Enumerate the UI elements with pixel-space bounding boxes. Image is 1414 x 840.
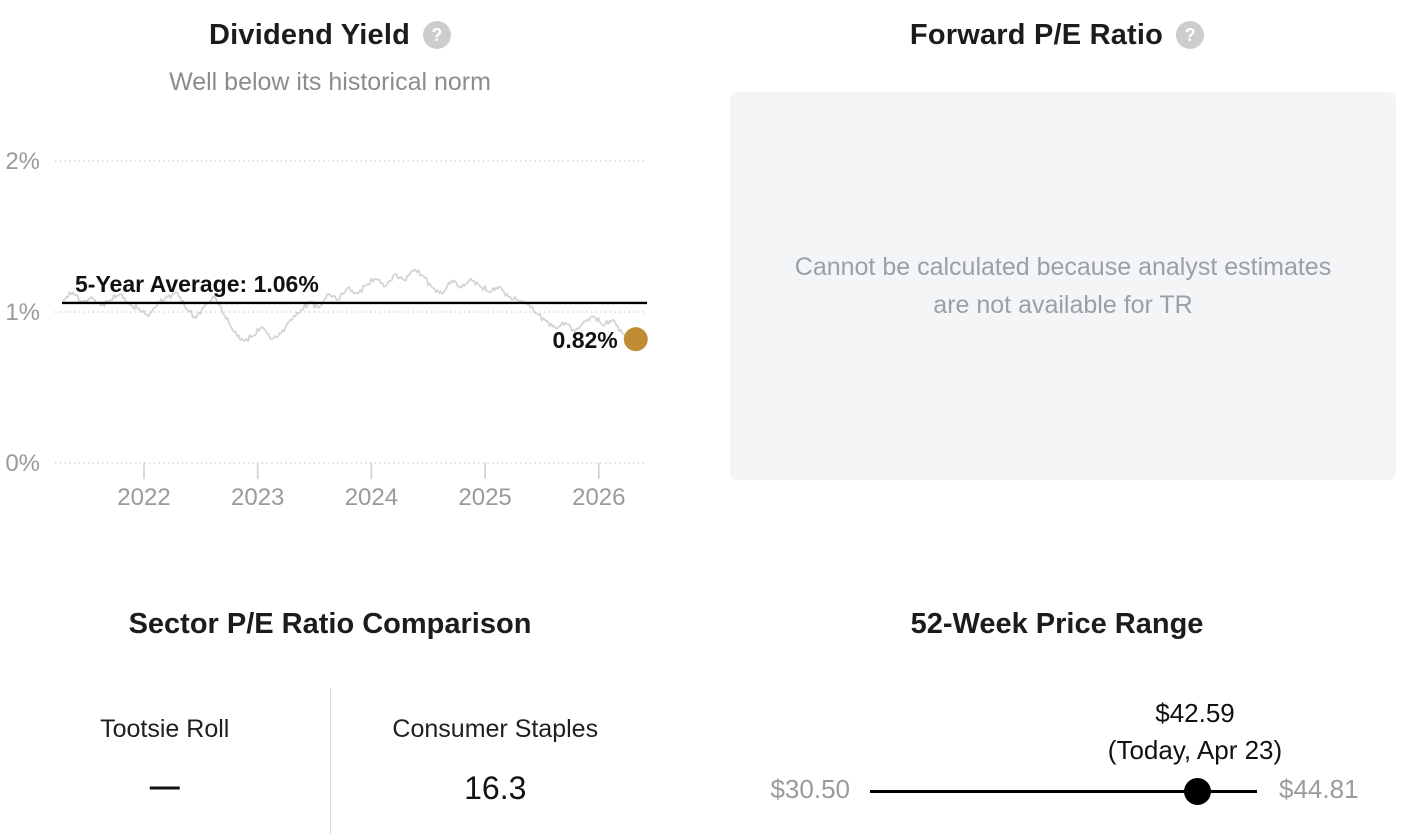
current-date: (Today, Apr 23) — [1107, 735, 1283, 765]
help-icon[interactable]: ? — [423, 21, 451, 49]
svg-text:2023: 2023 — [231, 484, 284, 511]
svg-text:2026: 2026 — [572, 484, 625, 511]
svg-text:5-Year Average: 1.06%: 5-Year Average: 1.06% — [75, 271, 319, 297]
dividend-yield-panel: Dividend Yield ? Well below its historic… — [0, 0, 660, 580]
forward-pe-header: Forward P/E Ratio ? — [700, 16, 1414, 54]
svg-text:2025: 2025 — [458, 484, 511, 511]
svg-text:2%: 2% — [5, 148, 40, 175]
price-high-label: $44.81 — [1279, 774, 1359, 804]
dividend-yield-subtitle: Well below its historical norm — [169, 68, 491, 96]
forward-pe-panel: Forward P/E Ratio ? Cannot be calculated… — [700, 0, 1414, 580]
sector-pe-company-cell: Tootsie Roll — — [0, 688, 330, 834]
svg-text:1%: 1% — [5, 299, 40, 326]
dividend-yield-header: Dividend Yield ? — [0, 16, 660, 54]
svg-text:0.82%: 0.82% — [553, 327, 618, 353]
price-range-thumb[interactable] — [1183, 777, 1211, 805]
price-range-track — [870, 790, 1257, 793]
dividend-yield-title: Dividend Yield — [208, 18, 410, 51]
current-price-block: $42.59 (Today, Apr 23) — [980, 695, 1410, 769]
dividend-yield-chart[interactable]: 0% 1% 2% 2022 2023 2024 2025 2026 5-Year Average… — [0, 130, 660, 530]
svg-text:0%: 0% — [5, 450, 40, 477]
price-range-title: 52-Week Price Range — [910, 608, 1204, 640]
forward-pe-title: Forward P/E Ratio — [909, 18, 1164, 51]
sector-pe-sector-cell: Consumer Staples 16.3 — [329, 688, 661, 834]
help-icon[interactable]: ? — [1176, 21, 1205, 49]
forward-pe-unavailable-box: Cannot be calculated because analyst est… — [730, 92, 1396, 480]
company-name: Tootsie Roll — [100, 715, 230, 743]
current-price: $42.59 — [1155, 698, 1235, 728]
price-low-label: $30.50 — [770, 774, 850, 804]
sector-pe-value: 16.3 — [464, 770, 527, 806]
forward-pe-unavailable-message: Cannot be calculated because analyst est… — [794, 253, 1332, 319]
sector-name: Consumer Staples — [392, 715, 599, 743]
svg-text:2024: 2024 — [345, 484, 398, 511]
svg-text:2022: 2022 — [117, 484, 170, 511]
sector-pe-comparison: Tootsie Roll — Consumer Staples 16.3 — [0, 688, 660, 834]
company-pe-value: — — [149, 770, 180, 803]
price-range-panel: 52-Week Price Range $42.59 (Today, Apr 2… — [700, 580, 1414, 840]
sector-pe-title: Sector P/E Ratio Comparison — [128, 608, 532, 640]
sector-pe-panel: Sector P/E Ratio Comparison Tootsie Roll… — [0, 580, 660, 840]
